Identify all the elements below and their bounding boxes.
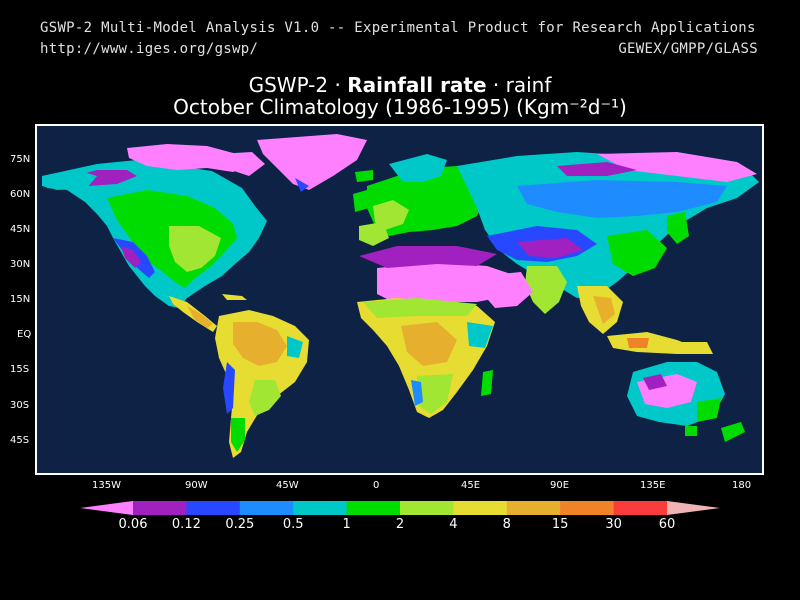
lon-label-90e: 90E xyxy=(550,480,570,491)
lat-label-45s: 45S xyxy=(10,435,30,446)
header-org: GEWEX/GMPP/GLASS xyxy=(618,41,758,57)
arctic-asia xyxy=(597,152,757,182)
sahara-edge xyxy=(359,246,497,268)
greenland xyxy=(257,134,367,190)
patagonia xyxy=(231,418,245,452)
legend-tick-label: 30 xyxy=(605,517,622,532)
east-africa-dry xyxy=(467,322,493,348)
arabian-peninsula xyxy=(481,272,533,308)
baffin-island xyxy=(217,152,265,176)
map-title: GSWP-2 · Rainfall rate · rainf xyxy=(248,73,552,97)
lat-label-30n: 30N xyxy=(10,259,31,270)
legend-tick-label: 1 xyxy=(342,517,351,532)
lat-label-30s: 30S xyxy=(10,400,30,411)
legend-tick-label: 8 xyxy=(502,517,511,532)
lat-label-45n: 45N xyxy=(10,224,31,235)
arctic-canada xyxy=(127,144,247,172)
lat-label-15s: 15S xyxy=(10,364,30,375)
arctic-asia-edge xyxy=(557,162,637,176)
british-isles xyxy=(353,190,369,212)
lon-label-135w: 135W xyxy=(92,480,121,491)
map-title-variable: Rainfall rate xyxy=(347,73,487,97)
legend-swatch xyxy=(453,501,508,515)
legend-swatch-above-max xyxy=(667,501,720,515)
lon-label-45e: 45E xyxy=(461,480,481,491)
legend-swatch xyxy=(506,501,561,515)
lat-label-eq: EQ xyxy=(17,329,32,340)
scandinavia xyxy=(389,154,447,182)
central-america-wet xyxy=(187,306,213,328)
lat-label-15n: 15N xyxy=(10,294,31,305)
legend-tick-label: 0.25 xyxy=(225,517,255,532)
header-url: http://www.iges.org/gswp/ xyxy=(40,41,259,57)
legend-swatch xyxy=(346,501,401,515)
lon-label-180: 180 xyxy=(732,480,752,491)
australia-dry-edge xyxy=(643,374,667,390)
lon-label-135e: 135E xyxy=(640,480,666,491)
legend-swatch xyxy=(133,501,187,515)
iberia xyxy=(359,222,389,246)
siberia-dry xyxy=(517,180,727,218)
lat-label-60n: 60N xyxy=(10,189,31,200)
legend-swatch xyxy=(186,501,241,515)
tibet xyxy=(517,238,583,258)
north-america-arid-core xyxy=(121,246,141,268)
korea-japan xyxy=(667,212,689,244)
greenland-coast xyxy=(295,178,309,192)
namib-dry xyxy=(411,380,423,406)
lat-label-75n: 75N xyxy=(10,154,31,165)
legend-tick-label: 0.5 xyxy=(282,517,304,532)
legend-tick-label: 0.06 xyxy=(118,517,148,532)
lon-label-0: 0 xyxy=(373,480,380,491)
legend-swatch xyxy=(560,501,615,515)
legend-tick-label: 15 xyxy=(551,517,569,532)
rainfall-map xyxy=(42,134,759,458)
australia-southeast xyxy=(697,398,721,422)
legend-tick-label: 0.12 xyxy=(171,517,201,532)
map-subtitle: October Climatology (1986-1995) (Kgm⁻²d⁻… xyxy=(173,95,627,119)
southern-africa xyxy=(417,374,453,414)
china-east xyxy=(607,230,667,276)
north-america-yellowgreen xyxy=(169,226,221,272)
legend-tick-label: 60 xyxy=(658,517,676,532)
congo-wet xyxy=(401,322,457,366)
indonesia-wet xyxy=(627,338,649,348)
southeast-asia-wet xyxy=(593,296,615,324)
africa-sahel xyxy=(363,298,477,318)
legend-tick-label: 2 xyxy=(395,517,405,532)
map-frame xyxy=(35,124,764,475)
legend-swatch xyxy=(293,501,348,515)
legend-swatch xyxy=(400,501,454,515)
amazon-wet xyxy=(233,322,287,366)
new-zealand xyxy=(721,422,745,442)
legend-swatch-below-min xyxy=(80,501,133,515)
tasmania xyxy=(685,426,697,436)
india xyxy=(525,266,567,314)
lon-label-45w: 45W xyxy=(276,480,299,491)
header-product-line: GSWP-2 Multi-Model Analysis V1.0 -- Expe… xyxy=(40,20,756,36)
legend-swatch xyxy=(613,501,668,515)
alaska xyxy=(42,170,97,190)
lon-label-90w: 90W xyxy=(185,480,208,491)
madagascar xyxy=(481,370,493,396)
sahara-arabia-dry xyxy=(377,262,517,304)
atacama-dry xyxy=(223,362,235,414)
legend-tick-label: 4 xyxy=(449,517,458,532)
south-america-southeast xyxy=(249,380,281,416)
new-guinea xyxy=(667,342,713,354)
caribbean-islands xyxy=(222,294,247,300)
iceland xyxy=(355,170,373,182)
legend-swatch xyxy=(239,501,294,515)
northeast-brazil-dry xyxy=(287,336,303,358)
